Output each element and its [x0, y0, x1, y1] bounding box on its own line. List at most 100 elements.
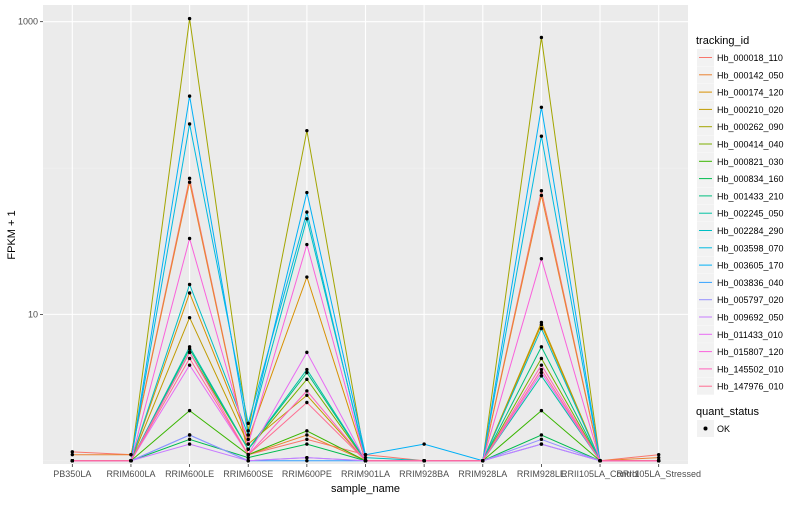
data-point [305, 429, 309, 433]
legend-label: Hb_003836_040 [717, 278, 784, 288]
data-point [246, 452, 250, 457]
data-point [305, 370, 309, 375]
data-point [363, 455, 368, 460]
x-tick-label: RRIM928LE [517, 469, 566, 479]
data-point [656, 459, 661, 463]
legend-title: tracking_id [696, 35, 749, 47]
major-grid [43, 5, 688, 464]
data-point [305, 389, 309, 393]
legend-label: Hb_003598_070 [717, 243, 784, 253]
data-point [246, 437, 250, 442]
data-point [305, 455, 309, 460]
data-point [539, 374, 544, 378]
data-point [539, 345, 544, 349]
y-tick-label: 1000 [18, 17, 38, 27]
data-point [656, 452, 661, 457]
x-axis-title: sample_name [331, 483, 400, 495]
data-point [305, 377, 309, 382]
data-point [187, 315, 192, 320]
legend-label: Hb_000834_160 [717, 174, 784, 184]
x-tick-label: RRIM928BA [399, 469, 449, 479]
x-tick-label: RRIM928LA [458, 469, 507, 479]
x-tick-label: RRIM600LA [106, 469, 155, 479]
data-point [539, 326, 544, 331]
y-axis-ticks: 1000 10 [18, 17, 43, 319]
data-point [187, 356, 192, 361]
x-tick-label: RRII105LA_Stressed [616, 469, 701, 479]
data-point [129, 459, 133, 463]
data-point [187, 442, 192, 446]
data-point [656, 455, 661, 460]
data-point [246, 455, 250, 460]
data-point [187, 236, 192, 241]
x-tick-label: RRIM600LE [165, 469, 214, 479]
shape-legend-point [703, 426, 708, 431]
data-point [539, 367, 544, 372]
data-point [70, 452, 75, 457]
data-point [70, 459, 75, 463]
x-tick-label: RRIM600SE [223, 469, 273, 479]
legend-label: Hb_002284_290 [717, 226, 784, 236]
legend-label: Hb_005797_020 [717, 295, 784, 305]
legend-label: Hb_002245_050 [717, 209, 784, 219]
data-point [539, 356, 544, 361]
legend-label: Hb_009692_050 [717, 313, 784, 323]
data-point [305, 459, 309, 463]
data-point [305, 242, 309, 247]
data-point [305, 393, 309, 397]
data-point [539, 408, 544, 413]
data-point [305, 350, 309, 355]
data-point [187, 437, 192, 442]
data-point [187, 433, 192, 437]
data-point [539, 320, 544, 325]
legend-label: Hb_000262_090 [717, 122, 784, 132]
data-point [305, 128, 309, 133]
data-point [422, 442, 426, 446]
legend-label: Hb_000174_120 [717, 88, 784, 98]
data-point [305, 217, 309, 221]
legend: tracking_id Hb_000018_110Hb_000142_050Hb… [696, 35, 784, 437]
data-point [187, 363, 192, 367]
data-point [305, 400, 309, 405]
data-point [246, 433, 250, 437]
data-point [187, 16, 192, 21]
data-point [305, 433, 309, 437]
data-point [363, 452, 368, 457]
legend-label: Hb_000142_050 [717, 70, 784, 80]
data-point [539, 189, 544, 193]
x-axis-ticks: PB350LA RRIM600LA RRIM600LE RRIM600SE RRIM60… [53, 464, 701, 479]
x-tick-label: RRIM901LA [341, 469, 390, 479]
legend-label: Hb_001433_210 [717, 191, 784, 201]
data-point [539, 433, 544, 437]
data-point [539, 35, 544, 40]
data-point [422, 459, 426, 463]
legend-label: Hb_000821_030 [717, 157, 784, 167]
data-point [539, 363, 544, 367]
y-tick-label: 10 [28, 309, 38, 319]
legend-label: Hb_003605_170 [717, 261, 784, 271]
data-point [481, 459, 485, 463]
data-point [187, 176, 192, 181]
legend-label: Hb_000210_020 [717, 105, 784, 115]
x-tick-label: RRIM600PE [282, 469, 332, 479]
data-point [539, 370, 544, 375]
data-point [539, 105, 544, 109]
data-point [246, 421, 250, 426]
legend-label: Hb_000018_110 [717, 53, 783, 63]
legend-label: Hb_015807_120 [717, 347, 784, 357]
legend-label: Hb_011433_010 [717, 330, 783, 340]
series-points [70, 16, 661, 463]
legend-items: Hb_000018_110 Hb_000142_050 Hb_000174_120 H… [697, 49, 784, 395]
data-point [539, 437, 544, 442]
data-point [363, 459, 368, 463]
data-point [598, 459, 602, 463]
data-point [305, 442, 309, 446]
data-point [305, 437, 309, 442]
legend-label: Hb_000414_040 [717, 140, 784, 150]
legend-label: Hb_147976_010 [717, 382, 784, 392]
data-point [187, 282, 192, 287]
data-point [187, 345, 192, 349]
x-tick-label: RRII105LA_Control [561, 469, 639, 479]
data-point [70, 450, 75, 454]
